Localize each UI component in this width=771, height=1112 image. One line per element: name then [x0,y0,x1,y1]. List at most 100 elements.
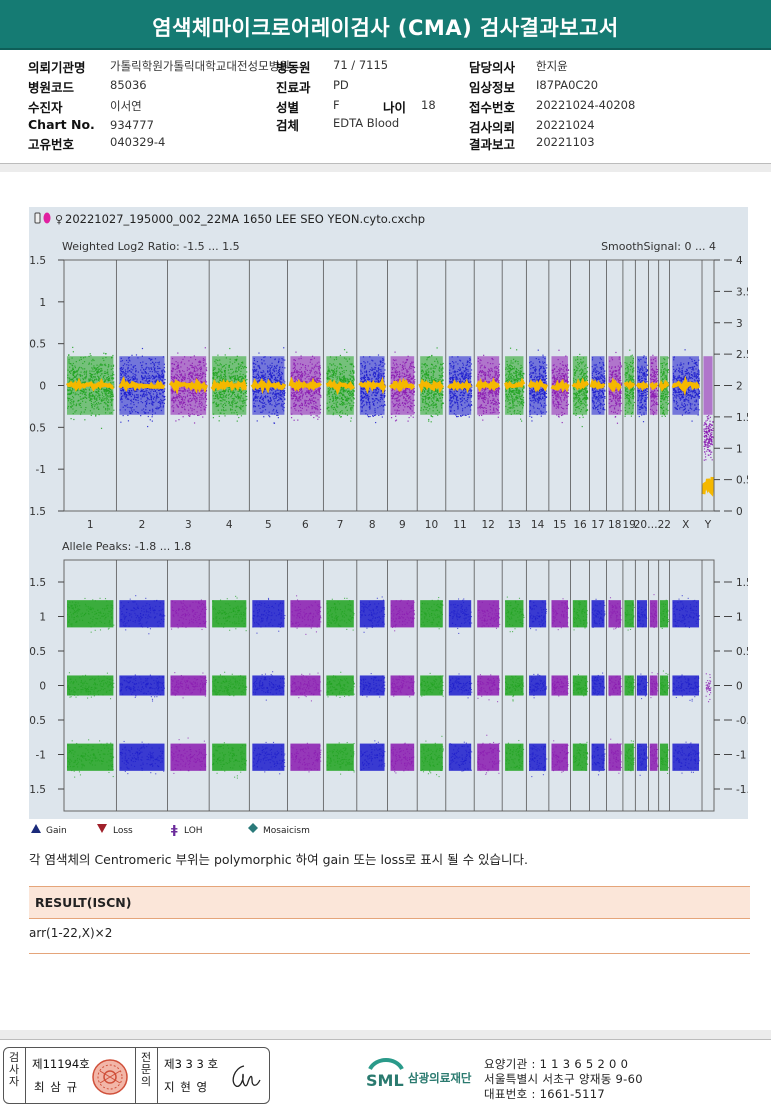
chromosome-label: 6 [302,519,309,531]
legend: Gain Loss ǂ LOH Mosaicism [29,820,429,836]
chromosome-label: 14 [531,519,545,531]
result-value: arr(1-22,X)×2 [29,926,113,940]
seal-stamp [92,1059,128,1095]
info-value: 가톨릭학원가톨릭대학교대전성모병원 [110,59,290,73]
signature-box: 검 사 자 제11194호 최 삼 규 전 문 의 제3 3 3 호 지 현 영 [3,1047,270,1104]
result-row: arr(1-22,X)×2 [29,918,750,954]
chromosome-label: 1 [87,519,94,531]
axis-tick-label: -1.5 [29,506,46,518]
allele-axis-title: Allele Peaks: -1.8 ... 1.8 [62,540,191,553]
chromosome-label: 18 [608,519,621,531]
gray-band [0,164,771,172]
axis-tick-label: -1 [36,750,46,762]
chromosome-label: 11 [453,519,466,531]
file-icon [34,212,41,224]
info-label: 병동원 [276,60,311,75]
file-name: 20221027_195000_002_22MA 1650 LEE SEO YE… [65,212,425,226]
sample-icon [43,212,51,224]
org-phone: 대표번호 : 1661-5117 [484,1087,605,1101]
legend-label: LOH [184,826,203,836]
axis-tick-label: -1 [36,464,46,476]
axis-ticks: 1.5 1 0.5 0 -0.5 -1 -1.5 4 3.5 3 2.5 2 1.5 1 0.5 0 1.5 1.… [29,255,748,796]
org-logo-text: SML [366,1071,404,1090]
axis-tick-label: 0 [39,681,46,693]
axis-tick-label: -0.5 [29,715,46,727]
down-triangle-icon [97,824,107,833]
age-label: 나이 [383,100,407,115]
up-triangle-icon [31,824,41,833]
patient-info: 의뢰기관명 가톨릭학원가톨릭대학교대전성모병원 병원코드 85036 수진자 이… [0,52,771,164]
legend-label: Loss [113,826,133,836]
axis-tick-label: -0.5 [736,715,748,727]
axis-tick-label: 4 [736,255,743,267]
info-value: 040329-4 [110,135,166,149]
axis-tick-label: 1.5 [736,577,748,589]
axis-tick-label: 0.5 [29,646,46,658]
signer-name: 지 현 영 [164,1080,209,1094]
axis-tick-label: 1 [736,443,743,455]
chromosome-label: 12 [481,519,494,531]
allele-peak-dots [67,594,712,779]
info-value: 20221024 [536,118,595,132]
info-label: 임상정보 [469,80,516,95]
chromosome-label: 13 [508,519,521,531]
sml-logo: SML [366,1058,404,1090]
info-value: 이서연 [110,99,142,113]
info-label: 고유번호 [28,137,75,152]
axis-tick-label: -1.5 [736,784,748,796]
chromosome-label: 2 [139,519,146,531]
chromosome-label: 8 [369,519,376,531]
signer-license: 제3 3 3 호 [164,1057,219,1071]
chromosome-label: 17 [591,519,604,531]
chromosome-label: 9 [399,519,406,531]
axis-tick-label: 3 [736,318,743,330]
smooth-axis-title: SmoothSignal: 0 ... 4 [601,240,716,253]
axis-tick-label: 2.5 [736,349,748,361]
axis-tick-label: 0.5 [736,646,748,658]
info-label: 병원코드 [28,80,75,95]
chromosome-label: 10 [425,519,438,531]
axis-tick-label: 0.5 [29,339,46,351]
info-label: 검사의뢰 [469,120,516,135]
chromosome-label: 15 [553,519,566,531]
chromosome-label: 7 [337,519,344,531]
diamond-icon [248,823,258,833]
signature-scribble [232,1065,261,1087]
info-label: 담당의사 [469,60,516,75]
plot-frames [63,259,715,812]
title-underline [0,48,771,50]
info-label: 결과보고 [469,137,516,152]
report-title: 염색체마이크로어레이검사 (CMA) 검사결과보고서 [0,0,771,48]
signer-role: 검 사 자 [8,1051,20,1088]
signer-role: 전 문 의 [140,1051,152,1088]
chromosome-label: 16 [573,519,587,531]
gray-band [0,1030,771,1039]
info-value: 85036 [110,78,147,92]
info-label: 진료과 [276,80,311,95]
chromosome-label: 20…22 [634,519,671,531]
loh-icon: ǂ [171,823,178,836]
info-value: F [333,98,340,112]
axis-tick-label: 1 [39,297,46,309]
org-address: 서울특별시 서초구 양재동 9-60 [484,1072,643,1086]
axis-tick-label: 1.5 [29,255,46,267]
cma-plot-svg: ♀ 20221027_195000_002_22MA 1650 LEE SEO … [29,212,748,812]
centromere-note: 각 염색체의 Centromeric 부위는 polymorphic 하여 ga… [29,852,529,867]
axis-tick-label: 1.5 [29,577,46,589]
cma-plot: ♀ 20221027_195000_002_22MA 1650 LEE SEO … [29,207,748,819]
info-value: 934777 [110,118,154,132]
info-label: Chart No. [28,117,95,132]
axis-tick-label: 1.5 [736,412,748,424]
divider [0,1039,771,1040]
chromosome-label: Y [704,519,712,531]
axis-tick-label: 0 [39,381,46,393]
signer-name: 최 삼 규 [34,1080,79,1094]
axis-tick-label: 2 [736,381,743,393]
divider [0,163,771,164]
chromosome-label: X [682,519,689,531]
axis-tick-label: 0 [736,681,743,693]
legend-label: Gain [46,826,67,836]
info-value: 한지윤 [536,59,568,73]
info-label: 수진자 [28,100,63,115]
